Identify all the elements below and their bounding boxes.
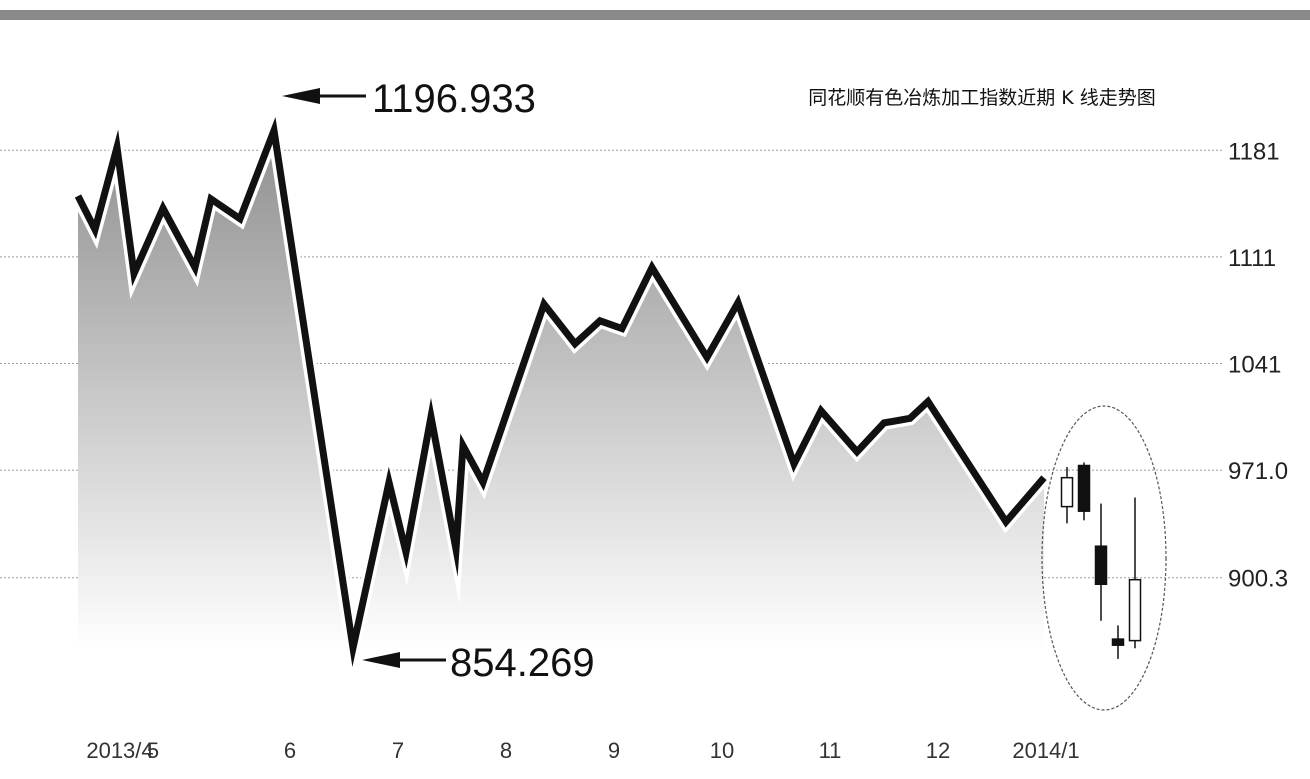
y-tick-label: 971.0 [1228, 458, 1288, 485]
x-tick-label: 11 [819, 738, 842, 763]
y-tick-label: 900.3 [1228, 566, 1288, 593]
max-annotation-label: 1196.933 [372, 77, 536, 121]
candlestick-body [1111, 638, 1125, 646]
y-tick-label: 1111 [1228, 245, 1276, 272]
candlesticks [1060, 462, 1142, 659]
x-tick-label: 2013/4 [86, 738, 153, 763]
x-axis-labels: 2013/45 6 7 8 9 10 11 12 2014/1 [86, 738, 1079, 763]
candlestick-body [1077, 464, 1091, 512]
y-tick-label: 1041 [1228, 351, 1281, 378]
x-tick-label: 8 [500, 738, 512, 763]
area-fill [78, 130, 1044, 650]
candlestick [1077, 462, 1091, 521]
top-bar [0, 10, 1310, 20]
min-annotation-label: 854.269 [450, 641, 595, 685]
x-tick-label: 10 [710, 738, 734, 763]
min-annotation: 854.269 [362, 641, 595, 685]
candlestick [1111, 625, 1125, 659]
candlestick [1060, 467, 1074, 524]
x-tick-label: 7 [392, 738, 404, 763]
candlestick [1128, 497, 1142, 649]
candlestick-highlight-ellipse [1041, 405, 1167, 711]
x-tick-label: 5 [147, 738, 159, 763]
candlestick-body [1128, 578, 1142, 642]
x-tick-label: 12 [926, 738, 950, 763]
y-tick-label: 1181 [1228, 138, 1280, 165]
x-tick-label: 6 [284, 738, 296, 763]
y-axis-labels: 1181 1111 1041 971.0 900.3 [1228, 138, 1288, 592]
candlestick-body [1094, 545, 1108, 586]
max-annotation: 1196.933 [282, 77, 536, 121]
series-line [74, 116, 1047, 668]
candlestick [1094, 503, 1108, 621]
x-tick-label: 9 [608, 738, 620, 763]
candlestick-body [1060, 476, 1074, 508]
x-tick-label: 2014/1 [1012, 738, 1079, 763]
chart-title: 同花顺有色冶炼加工指数近期 K 线走势图 [808, 87, 1156, 109]
